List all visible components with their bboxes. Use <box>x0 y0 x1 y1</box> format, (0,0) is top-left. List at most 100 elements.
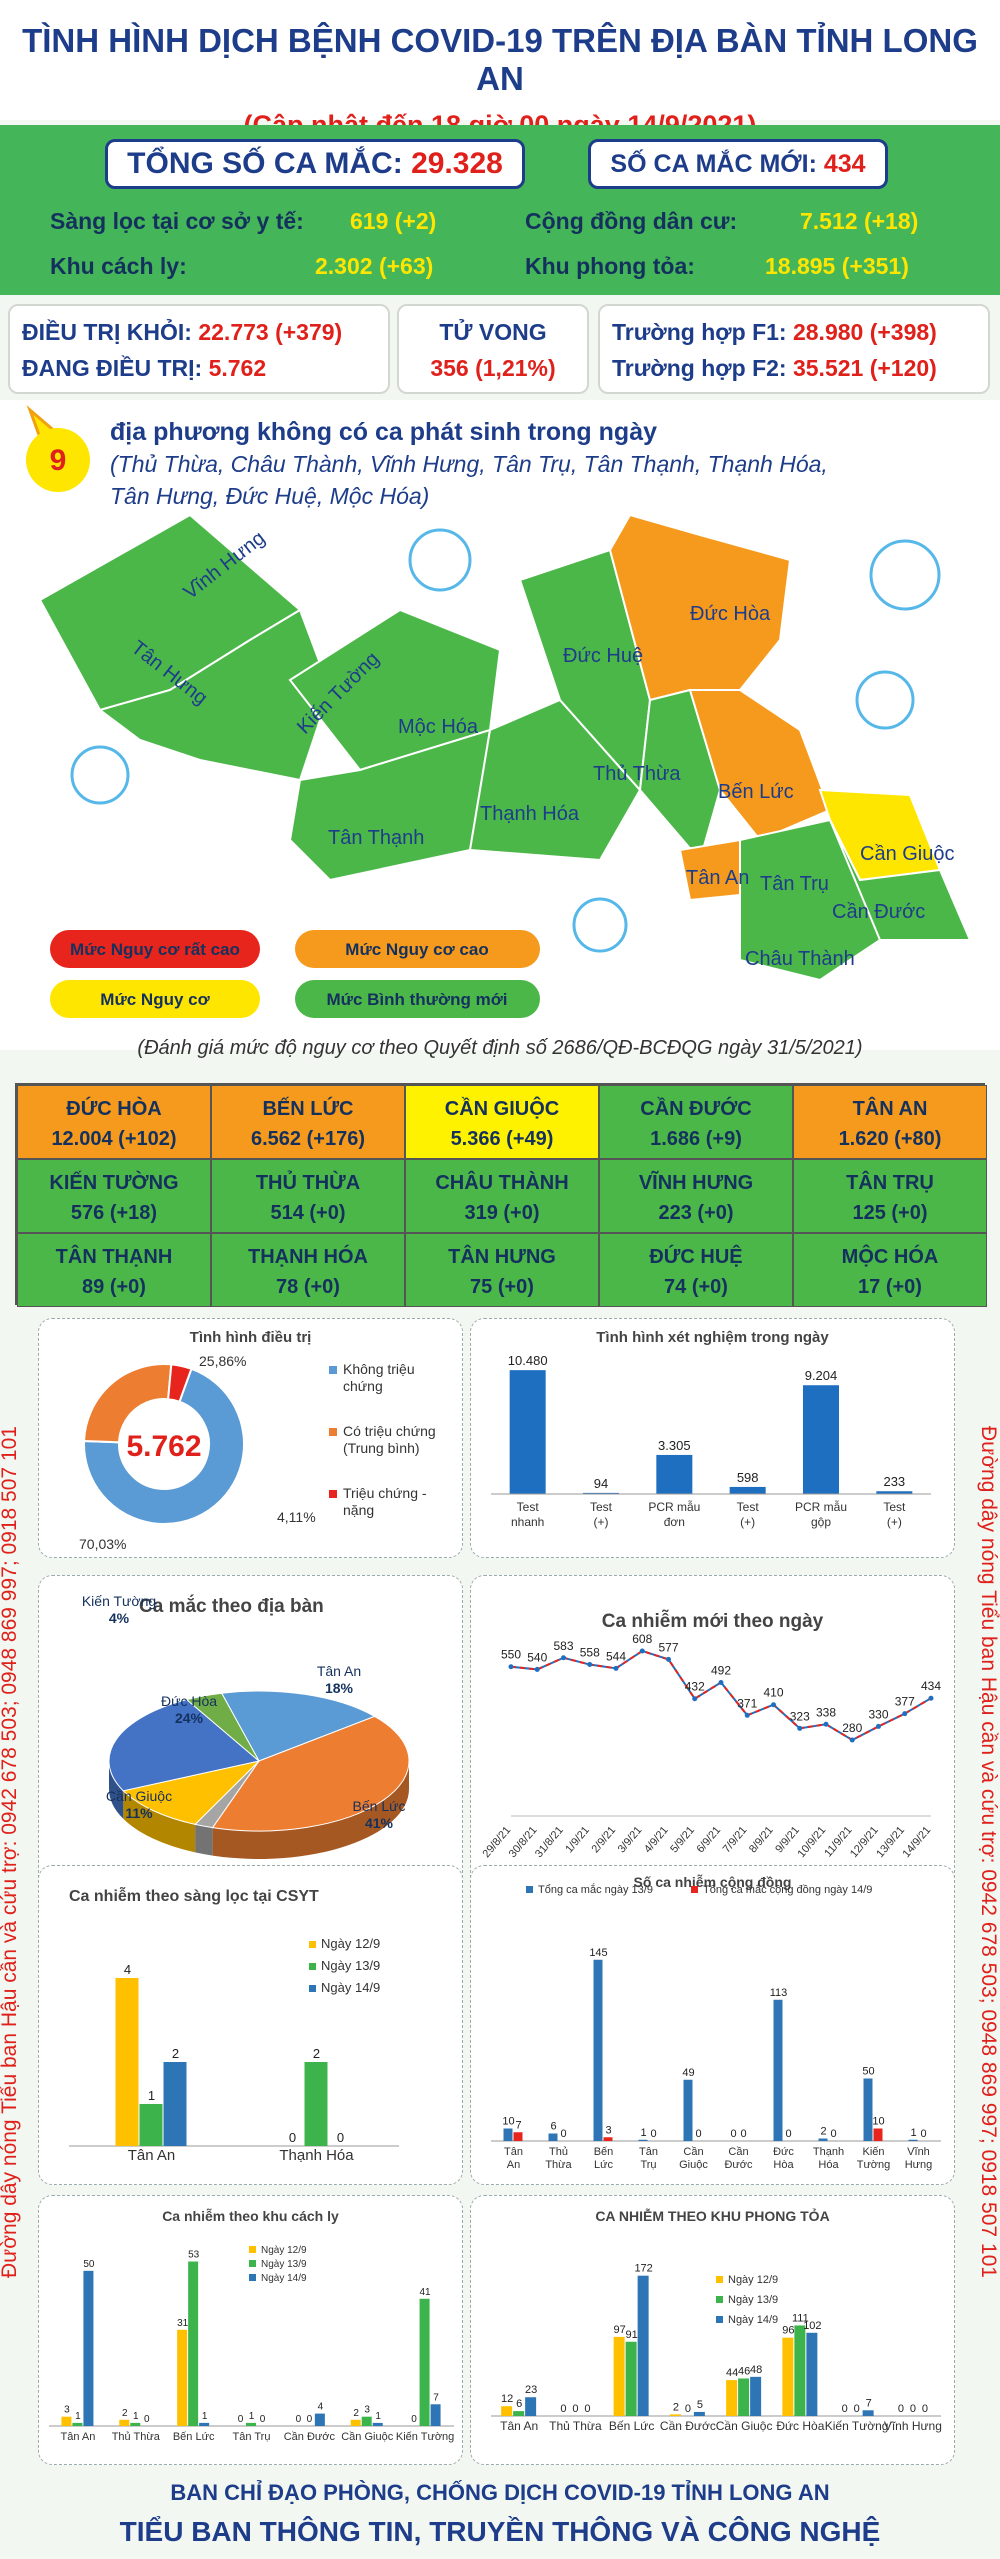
pie-category-label: Đức Hòa <box>161 1693 217 1709</box>
data-label: 0 <box>730 2128 736 2140</box>
tick-label: 3/9/21 <box>616 1824 645 1855</box>
data-label: 46 <box>738 2365 750 2377</box>
data-label: 0 <box>337 2130 344 2145</box>
data-label: 0 <box>785 2128 791 2140</box>
bar <box>509 1370 546 1494</box>
district-name: THẠNH HÓA <box>248 1246 368 1268</box>
data-label: 0 <box>296 2414 302 2425</box>
data-label: 434 <box>921 1679 941 1693</box>
death-value: 356 (1,21%) <box>430 355 556 381</box>
district-cell: ĐỨC HÒA 12.004 (+102) <box>17 1085 211 1159</box>
recovered-value: 22.773 (+379) <box>198 319 343 345</box>
data-point <box>666 1656 671 1662</box>
district-value: 576 (+18) <box>70 1202 158 1224</box>
tick-label: 31/8/21 <box>533 1824 566 1860</box>
bar <box>177 2329 188 2426</box>
data-label: 598 <box>737 1470 759 1485</box>
tick-label: Test <box>517 1500 540 1514</box>
panel-screening: Ca nhiễm theo sàng lọc tại CSYT Ngày 12/… <box>38 1865 463 2185</box>
district-value: 514 (+0) <box>270 1202 346 1224</box>
pie-value-label: 24% <box>175 1710 204 1726</box>
data-label: 53 <box>188 2250 200 2261</box>
death-card: TỬ VONG 356 (1,21%) <box>397 304 589 394</box>
data-label: 1 <box>75 2411 81 2422</box>
data-label: 0 <box>307 2414 313 2425</box>
panel-lockdown: CA NHIỄM THEO KHU PHONG TỎA Ngày 12/9 Ngà… <box>470 2195 955 2465</box>
virus-icon <box>855 670 915 730</box>
district-value: 5.366 (+49) <box>450 1128 554 1150</box>
bar <box>862 2410 874 2416</box>
tick-label: Lức <box>594 2159 613 2171</box>
chart-title: CA NHIỄM THEO KHU PHONG TỎA <box>595 2208 830 2224</box>
footer-line2: TIỂU BAN THÔNG TIN, TRUYỀN THÔNG VÀ CÔNG… <box>119 2516 881 2547</box>
data-label: 1 <box>249 2411 255 2422</box>
district-name: TÂN HƯNG <box>448 1246 556 1268</box>
treating-label: ĐANG ĐIỀU TRỊ: <box>22 355 203 381</box>
data-label: 0 <box>695 2128 701 2140</box>
district-value: 1.620 (+80) <box>838 1128 942 1150</box>
tick-label: 10/9/21 <box>796 1824 829 1860</box>
total-cases-label: TỔNG SỐ CA MẮC: <box>127 147 403 180</box>
data-label: 91 <box>626 2329 638 2341</box>
tick-label: Cần Đước <box>284 2431 336 2443</box>
data-label: 0 <box>842 2403 848 2415</box>
legend-swatch <box>716 2316 723 2323</box>
tick-label: Cần Đước <box>660 2419 716 2433</box>
district-label: Bến Lức <box>718 781 794 803</box>
data-label: 338 <box>816 1705 836 1719</box>
data-label: 0 <box>238 2414 244 2425</box>
data-label: 6 <box>550 2121 556 2133</box>
pie-category-label: Kiến Tường <box>82 1593 156 1609</box>
legend-label: chứng <box>343 1378 383 1394</box>
data-label: 10 <box>502 2116 514 2128</box>
bar <box>613 2336 625 2416</box>
data-label: 377 <box>895 1695 915 1709</box>
total-cases-value: 29.328 <box>411 147 503 180</box>
bar <box>656 1454 693 1494</box>
data-label: 0 <box>830 2128 836 2140</box>
district-cell: ĐỨC HUỆ 74 (+0) <box>599 1233 793 1307</box>
tick-label: Đước <box>724 2159 753 2171</box>
district-cell: VĨNH HƯNG 223 (+0) <box>599 1159 793 1233</box>
bar <box>548 2133 558 2141</box>
data-point <box>771 1702 776 1708</box>
legend-label: (Trung bình) <box>343 1440 420 1456</box>
tick-label: 7/9/21 <box>721 1824 750 1855</box>
stat-screening: Sàng lọc tại cơ sở y tế: <box>50 208 304 234</box>
slice-label: 4,11% <box>277 1509 316 1525</box>
district-label: Thủ Thừa <box>593 763 681 785</box>
district-value: 78 (+0) <box>276 1276 340 1298</box>
data-point <box>928 1695 934 1701</box>
district-value: 89 (+0) <box>82 1276 146 1298</box>
data-label: 608 <box>632 1632 652 1646</box>
bar <box>583 1492 619 1494</box>
district-label: Đức Hòa <box>690 603 771 625</box>
data-label: 50 <box>83 2259 95 2270</box>
data-label: 7 <box>515 2119 521 2131</box>
data-label: 1 <box>133 2411 139 2422</box>
tick-label: Thủ <box>549 2146 568 2158</box>
pie-slice <box>185 1692 260 1762</box>
tick-label: PCR mẫu <box>648 1499 700 1514</box>
recovered-label: ĐIỀU TRỊ KHỎI: <box>22 319 192 345</box>
legend-swatch <box>309 1963 316 1970</box>
bar <box>163 2062 187 2146</box>
donut-slice <box>167 1363 193 1404</box>
legend-label: Tổng ca mắc cộng đồng ngày 14/9 <box>703 1883 872 1896</box>
pie-side <box>123 1790 196 1853</box>
tick-label: Đức <box>773 2146 794 2158</box>
data-label: 7 <box>433 2392 439 2403</box>
pie-side <box>195 1824 213 1856</box>
bar <box>72 2422 83 2426</box>
virus-icon <box>869 539 941 611</box>
slice-label: 25,86% <box>199 1353 246 1369</box>
data-label: 23 <box>525 2384 537 2396</box>
donut-center-label: 5.762 <box>126 1430 201 1463</box>
legend-swatch <box>526 1886 533 1893</box>
bar <box>115 1978 139 2146</box>
tick-label: Kiến Tường <box>396 2431 454 2443</box>
bar <box>350 2419 361 2426</box>
legend-swatch <box>249 2246 256 2253</box>
